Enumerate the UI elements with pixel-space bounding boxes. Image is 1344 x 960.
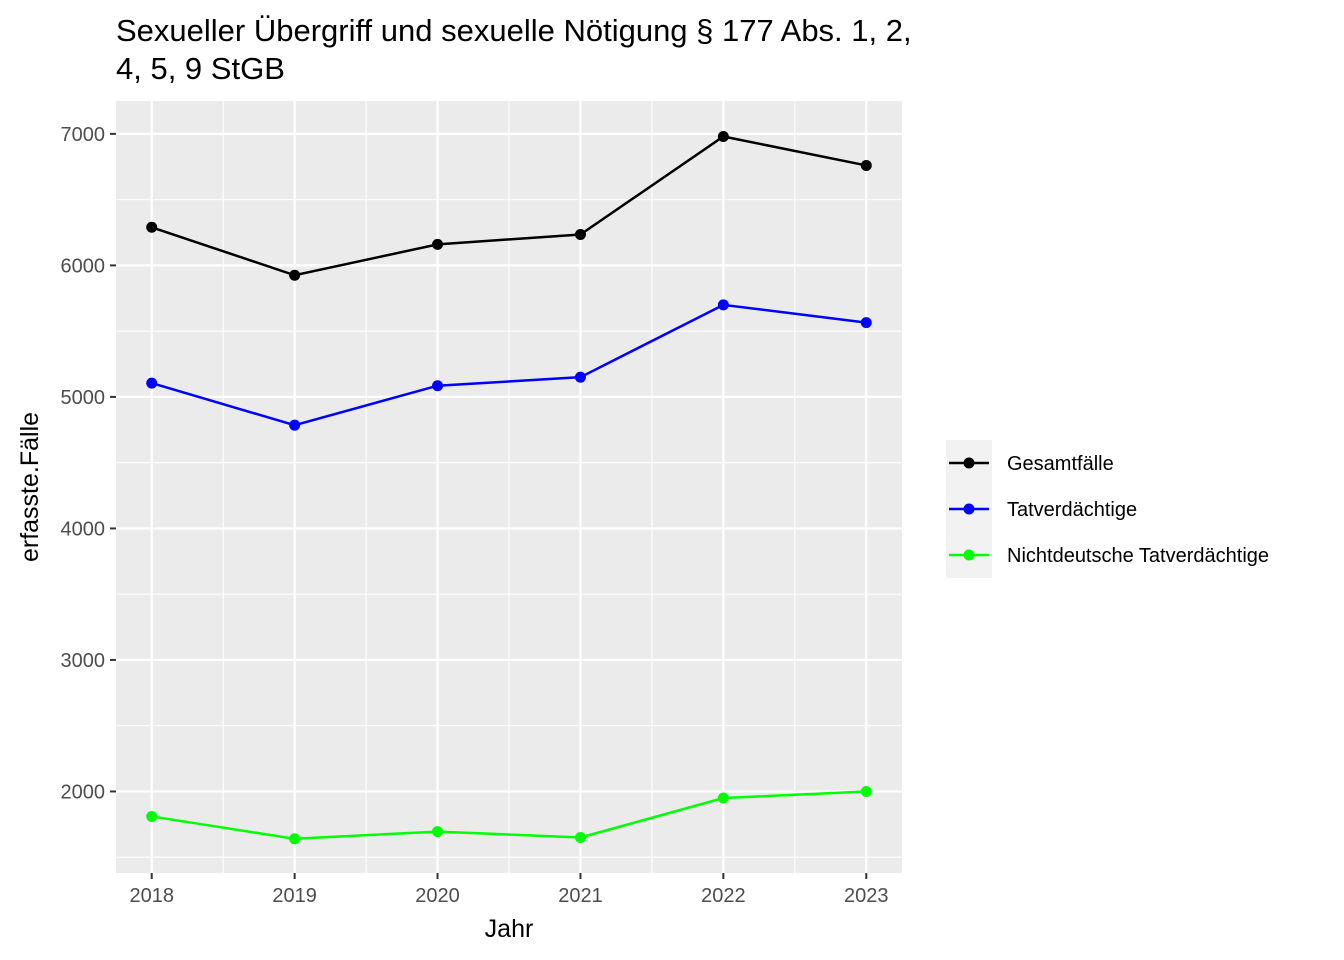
- grid-major: [116, 101, 902, 873]
- data-point: [289, 833, 301, 845]
- y-tick-label: 2000: [61, 781, 106, 803]
- data-point: [860, 317, 872, 329]
- data-point: [432, 826, 444, 838]
- series-line-2: [151, 790, 867, 841]
- x-tick-label: 2023: [844, 885, 889, 907]
- legend-key-point: [963, 457, 975, 469]
- series-line-1: [151, 303, 867, 427]
- legend-key-point: [963, 549, 975, 561]
- series-line-0: [151, 135, 867, 277]
- series-layer: [146, 131, 872, 845]
- y-tick-label: 6000: [61, 255, 106, 277]
- y-tick-label: 4000: [61, 518, 106, 540]
- x-tick-label: 2022: [701, 885, 746, 907]
- data-point: [574, 371, 586, 383]
- data-point: [146, 221, 158, 233]
- y-tick-label: 5000: [61, 387, 106, 409]
- data-point: [146, 810, 158, 822]
- data-point: [432, 380, 444, 392]
- x-tick-label: 2020: [415, 885, 460, 907]
- legend-key-point: [963, 503, 975, 515]
- legend-label: Nichtdeutsche Tatverdächtige: [1007, 545, 1269, 567]
- legend: Gesamtfälle Tatverdächtige Nichtdeutsche T…: [949, 453, 1269, 567]
- x-tick-label: 2019: [272, 885, 317, 907]
- data-point: [146, 377, 158, 389]
- x-tick-label: 2018: [129, 885, 174, 907]
- data-point: [574, 228, 586, 240]
- y-tick-label: 7000: [61, 124, 106, 146]
- y-tick-label: 3000: [61, 650, 106, 672]
- data-point: [717, 792, 729, 804]
- axes-layer: 2018 2019 2020 2021 2022 2023 2000 3000 4000 5000…: [61, 124, 889, 907]
- y-axis-title: erfasste.Fälle: [16, 412, 44, 562]
- data-point: [717, 131, 729, 143]
- data-point: [432, 238, 444, 250]
- legend-label: Gesamtfälle: [1007, 453, 1114, 475]
- x-axis-title: Jahr: [485, 915, 534, 943]
- data-point: [289, 269, 301, 281]
- data-point: [717, 299, 729, 311]
- data-point: [289, 419, 301, 431]
- grid-minor: [116, 101, 902, 873]
- legend-label: Tatverdächtige: [1007, 499, 1137, 521]
- data-point: [574, 831, 586, 843]
- chart-title-line-1: Sexueller Übergriff und sexuelle Nötigun…: [116, 13, 912, 48]
- chart-title-line-2: 4, 5, 9 StGB: [116, 51, 285, 86]
- data-point: [860, 785, 872, 797]
- data-point: [860, 159, 872, 171]
- x-tick-label: 2021: [558, 885, 603, 907]
